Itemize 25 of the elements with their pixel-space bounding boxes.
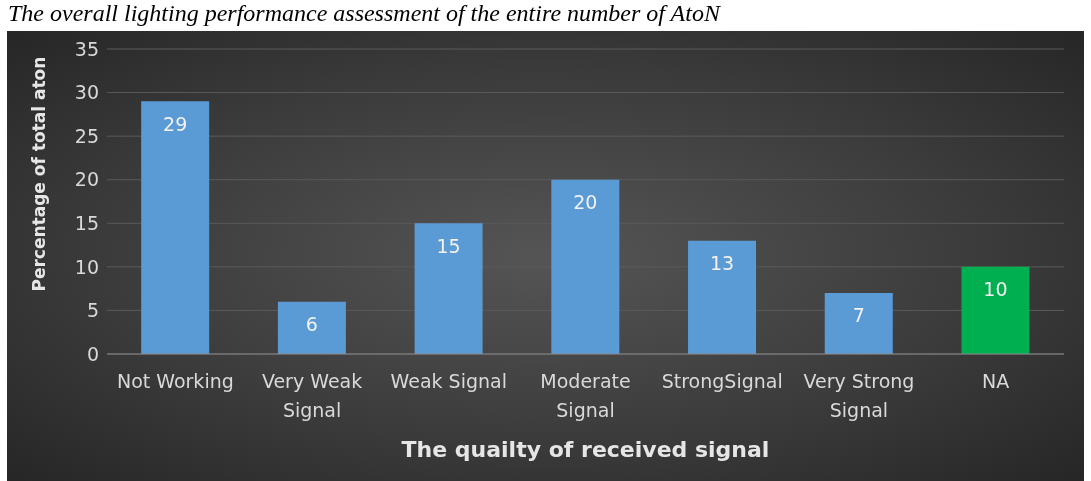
x-tick-label: Moderate Signal (540, 370, 631, 421)
data-label: 10 (983, 278, 1008, 301)
y-tick-label: 10 (74, 255, 99, 278)
data-label: 7 (852, 304, 865, 327)
x-tick-label: StrongSignal (661, 370, 783, 392)
x-tick-label: Very Strong Signal (803, 370, 915, 421)
x-tick-label: Weak Signal (390, 370, 507, 392)
text: The overall lighting performance assessment of the entire number of AtoN (8, 0, 720, 27)
y-tick-label: 30 (74, 81, 99, 104)
y-tick-label: 15 (74, 212, 99, 235)
y-tick-label: 25 (74, 124, 99, 147)
y-tick-label: 20 (74, 168, 99, 191)
x-tick-label: Very Weak Signal (261, 370, 363, 421)
x-axis-title: The quailty of received signal (401, 437, 770, 462)
y-tick-label: 0 (86, 342, 99, 365)
y-tick-label: 5 (86, 299, 99, 322)
data-label: 13 (709, 252, 735, 275)
data-label: 29 (163, 112, 188, 135)
data-label: 20 (573, 191, 598, 214)
x-tick-label: Not Working (116, 370, 234, 392)
y-tick-label: 35 (74, 37, 99, 60)
y-axis-title: Percentage of total aton (29, 56, 50, 292)
x-tick-label: NA (982, 370, 1010, 392)
data-label: 6 (305, 313, 318, 336)
data-label: 15 (436, 234, 461, 257)
